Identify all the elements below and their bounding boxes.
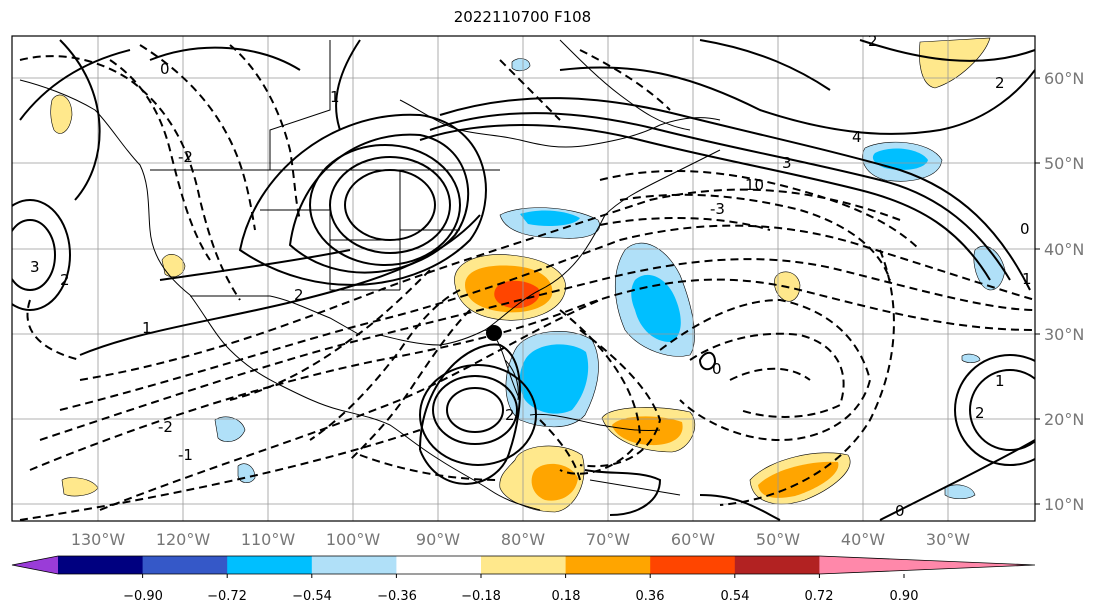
- lat-tick-label: 30°N: [1044, 325, 1084, 344]
- negative-anomaly-region: [520, 210, 580, 226]
- colorbar-tick-label: −0.72: [207, 589, 247, 604]
- colorbar-tick-label: −0.90: [123, 589, 163, 604]
- contour-label: 2: [868, 32, 878, 50]
- negative-anomaly-region: [511, 58, 531, 72]
- lon-tick-label: 110°W: [241, 530, 296, 549]
- lat-tick-label: 10°N: [1044, 495, 1084, 514]
- negative-anomaly-region: [519, 344, 589, 414]
- map-panel: 0 1 2 -2 3 4 2 1 -2 -1 -3 10 0 0 2 1 3 2…: [12, 32, 1035, 521]
- contour-label: 2: [505, 406, 515, 424]
- lon-tick-label: 80°W: [501, 530, 545, 549]
- colorbar-tick-label: 0.18: [552, 589, 581, 604]
- colorbar-segment: [650, 556, 736, 574]
- longitude-labels: 130°W 120°W 110°W 100°W 90°W 80°W 70°W 6…: [71, 530, 970, 549]
- lon-tick-label: 70°W: [586, 530, 630, 549]
- contour-labels: 0 1 2 -2 3 4 2 1 -2 -1 -3 10 0 0 2 1 3 2…: [30, 32, 1032, 520]
- positive-anomaly-region: [161, 254, 186, 278]
- contour-label: -2: [158, 418, 173, 436]
- colorbar-segment: [227, 556, 313, 574]
- storm-position-marker: [486, 325, 502, 341]
- colorbar-tick-label: 0.72: [805, 589, 834, 604]
- colorbar-tick-label: 0.54: [721, 589, 750, 604]
- positive-anomaly-region: [531, 463, 578, 501]
- lat-tick-label: 20°N: [1044, 410, 1084, 429]
- contour-label: 3: [30, 258, 40, 276]
- colorbar-segment: [142, 556, 228, 574]
- positive-anomaly-region: [494, 280, 540, 309]
- lat-tick-label: 50°N: [1044, 154, 1084, 173]
- lon-tick-label: 50°W: [756, 530, 800, 549]
- contour-label: 1: [142, 319, 152, 337]
- lon-tick-label: 30°W: [926, 530, 970, 549]
- lon-tick-label: 130°W: [71, 530, 126, 549]
- negative-anomaly-region: [214, 416, 246, 443]
- contour-label: -2: [178, 148, 193, 166]
- contour-label: 1: [330, 88, 340, 106]
- lon-tick-label: 120°W: [156, 530, 211, 549]
- contour-label: 2: [975, 404, 985, 422]
- latitude-labels: 60°N 50°N 40°N 30°N 20°N 10°N: [1035, 69, 1084, 514]
- lon-tick-label: 60°W: [671, 530, 715, 549]
- negative-anomaly-region: [944, 484, 976, 500]
- lon-tick-label: 100°W: [326, 530, 381, 549]
- graticule: [12, 36, 1035, 521]
- colorbar: [11, 555, 1036, 578]
- contour-label: 0: [160, 60, 170, 78]
- negative-anomaly-region: [872, 148, 928, 170]
- contour-label: 4: [852, 128, 862, 146]
- lon-tick-label: 90°W: [416, 530, 460, 549]
- colorbar-tick-label: 0.36: [636, 589, 665, 604]
- contour-label: 2: [294, 286, 304, 304]
- colorbar-segment: [311, 556, 397, 574]
- colorbar-segment: [396, 556, 482, 574]
- contour-label: 10: [745, 176, 764, 194]
- colorbar-extend-high: [819, 556, 1035, 574]
- lon-tick-label: 40°W: [841, 530, 885, 549]
- dashed-contours: [19, 44, 1035, 521]
- contour-label: 0: [895, 502, 905, 520]
- negative-anomaly-region: [961, 353, 981, 363]
- colorbar-outline: [11, 555, 1036, 575]
- colorbar-tick-label: −0.54: [292, 589, 332, 604]
- positive-anomaly-region: [919, 37, 991, 89]
- colorbar-tick-label: −0.36: [377, 589, 417, 604]
- contour-label: 0: [712, 360, 722, 378]
- colorbar-tick-label: −0.18: [461, 589, 501, 604]
- map-frame: [11, 35, 1036, 522]
- colorbar-tick-label: 0.90: [890, 589, 919, 604]
- colorbar-ticks: −0.90 −0.72 −0.54 −0.36 −0.18 0.18 0.36 …: [123, 589, 918, 604]
- contour-label: -3: [710, 200, 725, 218]
- contour-label: 3: [782, 154, 792, 172]
- lat-tick-label: 40°N: [1044, 240, 1084, 259]
- contour-label: 2: [60, 271, 70, 289]
- lat-tick-label: 60°N: [1044, 69, 1084, 88]
- positive-anomaly-region: [50, 94, 73, 134]
- contour-label: 0: [1020, 220, 1030, 238]
- map-title: 2022110700 F108: [453, 8, 592, 26]
- colorbar-segment: [734, 556, 820, 574]
- contour-label: -1: [178, 446, 193, 464]
- colorbar-extend-low: [12, 556, 58, 574]
- contour-lines: [12, 39, 1035, 521]
- contour-label: 1: [1022, 270, 1032, 288]
- colorbar-segment: [58, 556, 144, 574]
- contour-label: 1: [995, 372, 1005, 390]
- contour-label: 2: [995, 74, 1005, 92]
- negative-anomaly-region: [631, 274, 681, 342]
- colorbar-segment: [481, 556, 567, 574]
- colorbar-segment: [565, 556, 651, 574]
